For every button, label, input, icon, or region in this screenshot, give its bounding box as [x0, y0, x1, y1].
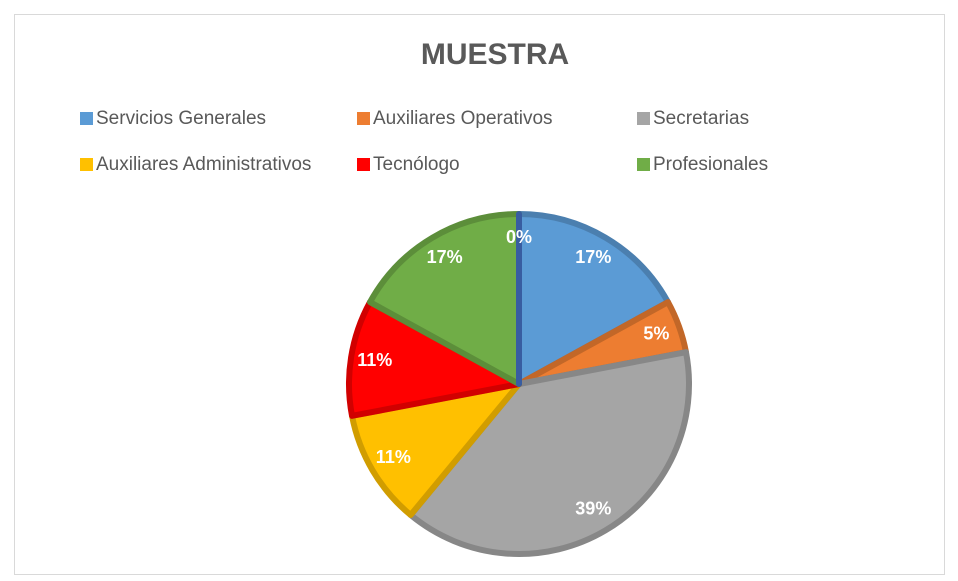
legend-label: Auxiliares Operativos	[373, 108, 553, 129]
pie-slice	[516, 211, 671, 387]
data-label: 17%	[575, 247, 611, 267]
legend-swatch	[80, 158, 93, 171]
legend-label: Auxiliares Administrativos	[96, 154, 311, 175]
legend-swatch	[637, 112, 650, 125]
legend-swatch	[637, 158, 650, 171]
legend-swatch	[357, 158, 370, 171]
data-label: 0%	[506, 227, 532, 247]
pie-slice	[349, 381, 522, 518]
pie-slice	[407, 349, 692, 557]
legend-label: Servicios Generales	[96, 108, 266, 129]
legend-label: Tecnólogo	[373, 154, 460, 175]
data-label: 5%	[643, 323, 669, 343]
data-label: 39%	[575, 498, 611, 518]
legend-swatch	[357, 112, 370, 125]
legend-label: Profesionales	[653, 154, 768, 175]
chart-title: MUESTRA	[421, 38, 569, 71]
legend-swatch	[80, 112, 93, 125]
data-label: 11%	[357, 350, 392, 370]
legend-label: Secretarias	[653, 108, 749, 129]
data-label: 17%	[427, 247, 463, 267]
pie-slice	[367, 211, 522, 387]
pie-slice	[346, 299, 522, 419]
data-label: 11%	[376, 447, 411, 467]
